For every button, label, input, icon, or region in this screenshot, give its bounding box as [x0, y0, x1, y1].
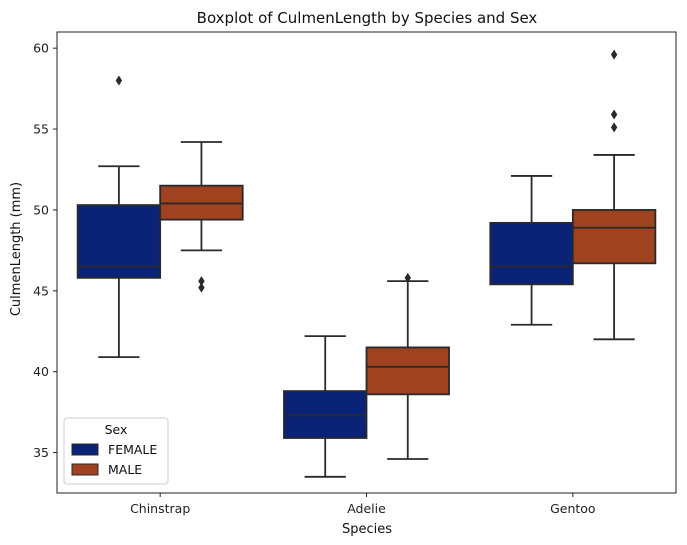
- x-axis-label: Species: [342, 522, 392, 537]
- legend-swatch: [71, 443, 99, 456]
- y-axis-label: CulmenLength (mm): [9, 182, 24, 316]
- box-male-chinstrap: [159, 141, 244, 293]
- outlier-point: [198, 282, 205, 293]
- box-female-gentoo: [489, 175, 574, 326]
- box-female-adelie: [283, 335, 368, 478]
- outlier-point: [198, 276, 205, 287]
- box-body: [571, 209, 657, 265]
- box-body: [489, 221, 574, 286]
- y-tick-label: 60: [33, 41, 49, 56]
- box-body: [365, 346, 450, 396]
- box-male-gentoo: [571, 49, 657, 341]
- outlier-point: [610, 49, 618, 60]
- outlier-point: [610, 122, 618, 133]
- chart-title: Boxplot of CulmenLength by Species and S…: [197, 9, 538, 27]
- y-tick-label: 40: [33, 364, 49, 379]
- plot-area: [76, 49, 657, 478]
- box-male-adelie: [365, 272, 450, 460]
- x-tick-label: Gentoo: [550, 501, 596, 516]
- legend-title: Sex: [105, 422, 128, 437]
- box-female-chinstrap: [76, 75, 162, 359]
- outlier-point: [115, 75, 123, 86]
- legend-label: FEMALE: [108, 442, 157, 457]
- x-axis: Chinstrap Adelie Gentoo: [130, 493, 596, 516]
- legend: Sex FEMALE MALE: [63, 417, 169, 485]
- x-tick-label: Adelie: [347, 501, 386, 516]
- legend-label: MALE: [108, 462, 142, 477]
- x-tick-label: Chinstrap: [130, 501, 190, 516]
- legend-swatch: [71, 463, 99, 476]
- y-tick-label: 55: [33, 122, 49, 137]
- outlier-point: [610, 109, 618, 120]
- y-tick-label: 45: [33, 283, 49, 298]
- y-tick-label: 35: [33, 445, 49, 460]
- outlier-point: [404, 272, 411, 283]
- y-axis: 35 40 45 50 55 60: [33, 41, 57, 460]
- y-tick-label: 50: [33, 202, 49, 217]
